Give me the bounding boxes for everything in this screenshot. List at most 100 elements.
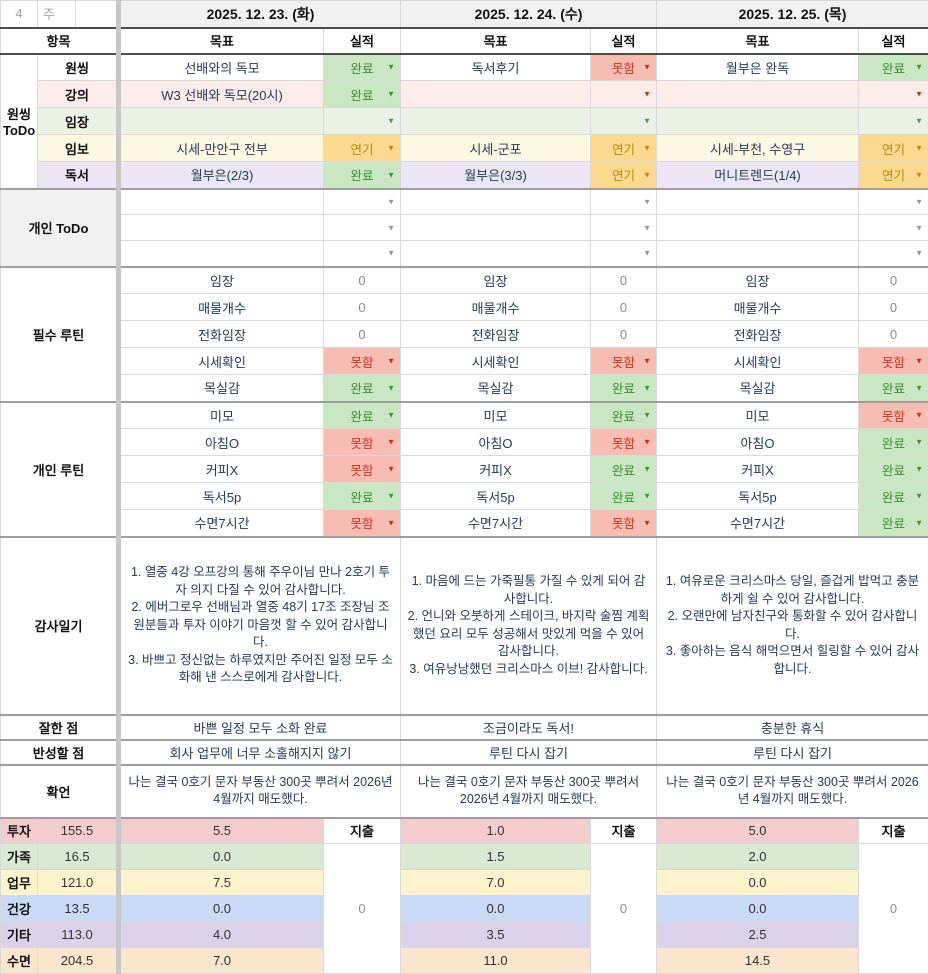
status-dropdown[interactable]: 못함▼ — [324, 429, 401, 456]
goal-cell[interactable] — [401, 81, 591, 108]
time-value-cell[interactable]: 11.0 — [401, 948, 591, 974]
time-value-cell[interactable]: 7.0 — [401, 870, 591, 896]
goal-cell[interactable]: 월부은(2/3) — [119, 162, 324, 189]
routine-name-cell[interactable]: 독서5p — [401, 483, 591, 510]
status-dropdown[interactable]: 완료▼ — [324, 375, 401, 402]
category-total-cell[interactable]: 121.0 — [38, 870, 119, 896]
status-dropdown[interactable]: ▼ — [324, 108, 401, 135]
gratitude-entry[interactable]: 1. 열중 4강 오프강의 통해 주우이님 만나 2호기 투자 의지 다질 수 … — [119, 537, 401, 715]
status-dropdown[interactable]: 완료▼ — [859, 54, 928, 81]
routine-name-cell[interactable]: 전화임장 — [657, 321, 859, 348]
gratitude-entry[interactable]: 1. 마음에 드는 가죽필통 가질 수 있게 되어 감사합니다. 2. 언니와 … — [401, 537, 657, 715]
routine-name-cell[interactable]: 매물개수 — [119, 294, 324, 321]
status-dropdown[interactable]: 못함▼ — [591, 54, 657, 81]
goal-cell[interactable] — [119, 189, 324, 215]
status-dropdown[interactable]: ▼ — [591, 241, 657, 267]
category-total-cell[interactable]: 113.0 — [38, 922, 119, 948]
goal-cell[interactable] — [401, 189, 591, 215]
status-dropdown[interactable]: 못함▼ — [591, 429, 657, 456]
goal-cell[interactable] — [401, 241, 591, 267]
reflection-entry[interactable]: 루틴 다시 잡기 — [657, 740, 928, 765]
routine-name-cell[interactable]: 시세확인 — [657, 348, 859, 375]
expense-total-cell[interactable]: 0 — [859, 844, 928, 974]
routine-name-cell[interactable]: 아침O — [657, 429, 859, 456]
routine-name-cell[interactable]: 임장 — [657, 267, 859, 294]
status-dropdown[interactable]: 연기▼ — [859, 162, 928, 189]
goal-cell[interactable]: 월부은(3/3) — [401, 162, 591, 189]
status-dropdown[interactable]: 완료▼ — [859, 510, 928, 537]
status-dropdown[interactable]: ▼ — [591, 215, 657, 241]
status-dropdown[interactable]: 연기▼ — [859, 135, 928, 162]
status-dropdown[interactable]: 완료▼ — [859, 429, 928, 456]
expense-total-cell[interactable]: 0 — [324, 844, 401, 974]
goal-cell[interactable] — [401, 108, 591, 135]
routine-name-cell[interactable]: 아침O — [401, 429, 591, 456]
routine-name-cell[interactable]: 시세확인 — [119, 348, 324, 375]
status-dropdown[interactable]: 연기▼ — [591, 162, 657, 189]
routine-name-cell[interactable]: 매물개수 — [401, 294, 591, 321]
routine-name-cell[interactable]: 커피X — [401, 456, 591, 483]
routine-name-cell[interactable]: 목실감 — [119, 375, 324, 402]
goal-cell[interactable]: 머니트렌드(1/4) — [657, 162, 859, 189]
count-cell[interactable]: 0 — [859, 321, 928, 348]
status-dropdown[interactable]: 완료▼ — [859, 456, 928, 483]
status-dropdown[interactable]: 완료▼ — [324, 54, 401, 81]
affirmation-entry[interactable]: 나는 결국 0호기 문자 부동산 300곳 뿌려서 2026년 4월까지 매도했… — [401, 765, 657, 818]
goal-cell[interactable] — [119, 108, 324, 135]
category-total-cell[interactable]: 204.5 — [38, 948, 119, 974]
goal-cell[interactable] — [119, 215, 324, 241]
gratitude-entry[interactable]: 1. 여유로운 크리스마스 당일, 즐겁게 밥먹고 충분하게 쉴 수 있어 감사… — [657, 537, 928, 715]
status-dropdown[interactable]: ▼ — [591, 189, 657, 215]
goal-cell[interactable] — [657, 189, 859, 215]
routine-name-cell[interactable]: 수면7시간 — [401, 510, 591, 537]
status-dropdown[interactable]: 연기▼ — [591, 135, 657, 162]
status-dropdown[interactable]: 못함▼ — [324, 456, 401, 483]
well-done-entry[interactable]: 충분한 휴식 — [657, 715, 928, 740]
goal-cell[interactable] — [657, 108, 859, 135]
goal-cell[interactable] — [119, 241, 324, 267]
status-dropdown[interactable]: 완료▼ — [324, 162, 401, 189]
routine-name-cell[interactable]: 목실감 — [657, 375, 859, 402]
goal-cell[interactable] — [401, 215, 591, 241]
routine-name-cell[interactable]: 목실감 — [401, 375, 591, 402]
goal-cell[interactable]: 시세-만안구 전부 — [119, 135, 324, 162]
status-dropdown[interactable]: 완료▼ — [324, 483, 401, 510]
routine-name-cell[interactable]: 커피X — [657, 456, 859, 483]
reflection-entry[interactable]: 루틴 다시 잡기 — [401, 740, 657, 765]
goal-cell[interactable] — [657, 241, 859, 267]
goal-cell[interactable]: 독서후기 — [401, 54, 591, 81]
status-dropdown[interactable]: ▼ — [324, 215, 401, 241]
count-cell[interactable]: 0 — [591, 267, 657, 294]
routine-name-cell[interactable]: 임장 — [401, 267, 591, 294]
status-dropdown[interactable]: 완료▼ — [591, 375, 657, 402]
status-dropdown[interactable]: 완료▼ — [591, 402, 657, 429]
routine-name-cell[interactable]: 전화임장 — [401, 321, 591, 348]
goal-cell[interactable]: 월부은 완독 — [657, 54, 859, 81]
well-done-entry[interactable]: 바쁜 일정 모두 소화 완료 — [119, 715, 401, 740]
affirmation-entry[interactable]: 나는 결국 0호기 문자 부동산 300곳 뿌려서 2026년 4월까지 매도했… — [657, 765, 928, 818]
status-dropdown[interactable]: 못함▼ — [591, 510, 657, 537]
status-dropdown[interactable]: 완료▼ — [591, 483, 657, 510]
goal-cell[interactable] — [657, 81, 859, 108]
time-value-cell[interactable]: 0.0 — [119, 896, 324, 922]
status-dropdown[interactable]: ▼ — [859, 189, 928, 215]
count-cell[interactable]: 0 — [324, 294, 401, 321]
category-total-cell[interactable]: 16.5 — [38, 844, 119, 870]
status-dropdown[interactable]: 연기▼ — [324, 135, 401, 162]
routine-name-cell[interactable]: 미모 — [657, 402, 859, 429]
status-dropdown[interactable]: 완료▼ — [859, 483, 928, 510]
routine-name-cell[interactable]: 전화임장 — [119, 321, 324, 348]
routine-name-cell[interactable]: 시세확인 — [401, 348, 591, 375]
routine-name-cell[interactable]: 미모 — [119, 402, 324, 429]
status-dropdown[interactable]: ▼ — [859, 108, 928, 135]
goal-cell[interactable] — [657, 215, 859, 241]
routine-name-cell[interactable]: 수면7시간 — [119, 510, 324, 537]
status-dropdown[interactable]: ▼ — [591, 108, 657, 135]
routine-name-cell[interactable]: 아침O — [119, 429, 324, 456]
category-total-cell[interactable]: 155.5 — [38, 818, 119, 844]
time-value-cell[interactable]: 1.0 — [401, 818, 591, 844]
goal-cell[interactable]: 시세-군포 — [401, 135, 591, 162]
expense-total-cell[interactable]: 0 — [591, 844, 657, 974]
status-dropdown[interactable]: 완료▼ — [324, 402, 401, 429]
time-value-cell[interactable]: 2.5 — [657, 922, 859, 948]
